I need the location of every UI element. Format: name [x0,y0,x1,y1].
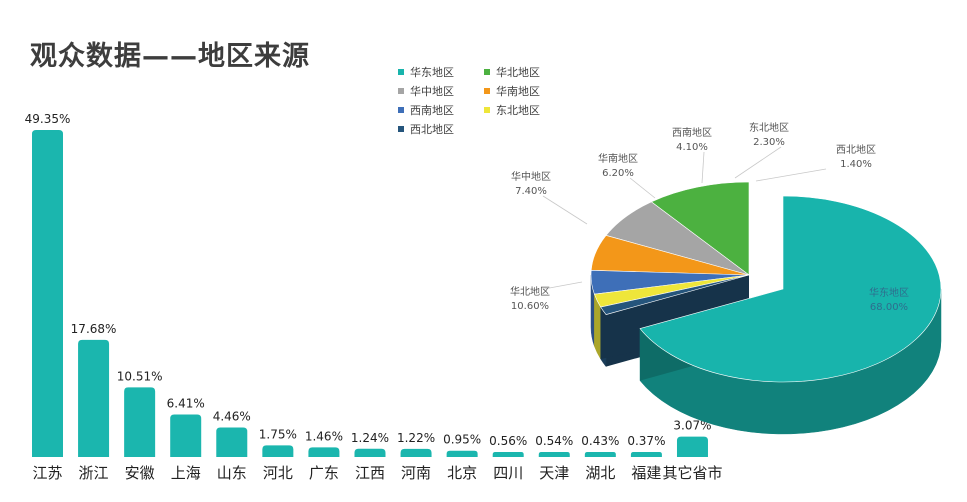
bar-value-label-11: 0.54% [535,434,573,448]
bar-category-label-2: 安徽 [125,464,155,482]
bar-14 [676,436,708,457]
pie-legend: 华东地区 华北地区华中地区 华南地区西南地区 东北地区西北地区 [398,64,568,137]
pie-label-name-5: 东北地区 [749,121,789,134]
pie-leader-line-6 [755,168,827,182]
legend-item-4: 西南地区 [398,102,484,118]
pie-labels: 华东地区 68.00% 华北地区 10.60% 华中地区 7.40% 华南地区 6.20% 西南… [510,121,909,313]
bar-category-label-11: 天津 [539,464,569,482]
bar-category-label-5: 河北 [263,464,293,482]
bar-value-label-8: 1.22% [397,431,435,445]
pie-label-name-1: 华北地区 [510,285,550,298]
bar-value-label-12: 0.43% [581,434,619,448]
bar-10 [492,452,524,457]
pie-label-value-4: 4.10% [676,142,708,153]
pie-slice-0 [639,195,942,383]
legend-swatch-1 [484,69,490,75]
bar-category-label-7: 江西 [355,464,385,482]
bar-value-label-6: 1.46% [305,429,343,443]
legend-label-2: 华中地区 [410,85,454,98]
bar-value-label-10: 0.56% [489,434,527,448]
legend-item-2: 华中地区 [398,83,484,99]
bar-6 [308,447,340,457]
legend-item-6: 西北地区 [398,121,484,137]
bar-2 [124,387,156,457]
legend-label-5: 东北地区 [496,104,540,117]
legend-label-0: 华东地区 [410,66,454,79]
pie-label-value-2: 7.40% [515,186,547,197]
bar-value-label-7: 1.24% [351,431,389,445]
pie-label-value-6: 1.40% [840,159,872,170]
legend-swatch-2 [398,88,404,94]
bar-13 [630,452,662,457]
pie-tops [590,181,942,383]
pie-label-value-0: 68.00% [870,302,908,313]
pie-leader-line-3 [629,177,656,199]
pie-label-name-6: 西北地区 [836,143,876,156]
legend-label-6: 西北地区 [410,123,454,136]
bar-value-label-5: 1.75% [259,427,297,441]
legend-label-4: 西南地区 [410,104,454,117]
bar-category-label-9: 北京 [447,464,477,482]
pie-label-name-4: 西南地区 [672,126,712,139]
bar-category-label-0: 江苏 [32,464,62,482]
legend-item-5: 东北地区 [484,102,568,118]
legend-swatch-3 [484,88,490,94]
bar-value-label-0: 49.35% [25,112,71,126]
bar-category-label-4: 山东 [217,464,247,482]
bar-value-label-14: 3.07% [673,419,711,433]
bar-12 [584,452,616,457]
legend-swatch-4 [398,107,404,113]
bar-value-label-2: 10.51% [117,369,163,383]
pie-label-value-3: 6.20% [602,168,634,179]
pie-slice-1 [650,181,750,276]
pie-leader-line-2 [542,195,588,225]
pie-leader-line-5 [734,146,782,179]
bar-value-label-13: 0.37% [627,434,665,448]
bar-value-label-9: 0.95% [443,433,481,447]
pie-label-value-1: 10.60% [511,301,549,312]
bar-category-label-10: 四川 [493,464,523,482]
bar-8 [400,448,432,457]
bar-value-label-3: 6.41% [167,397,205,411]
bar-category-label-1: 浙江 [79,464,109,482]
legend-swatch-0 [398,69,404,75]
bar-0 [32,130,63,457]
pie-label-name-3: 华南地区 [598,152,638,165]
bar-category-label-3: 上海 [171,464,201,482]
bar-category-label-14: 其它省市 [662,464,722,482]
pie-slice-6 [600,274,750,315]
bar-category-label-13: 福建 [631,464,661,482]
bar-category-label-6: 广东 [309,464,339,482]
bar-value-label-1: 17.68% [71,322,117,336]
pie-label-name-2: 华中地区 [511,170,551,183]
chart-title: 观众数据——地区来源 [30,41,310,72]
bar-5 [262,445,294,457]
bar-3 [170,414,202,457]
bar-11 [538,452,570,457]
pie-leader-line-1 [543,281,583,290]
legend-item-3: 华南地区 [484,83,568,99]
bar-value-label-4: 4.46% [213,409,251,423]
legend-swatch-6 [398,126,404,132]
bar-category-label-8: 河南 [401,464,431,482]
legend-item-1: 华北地区 [484,64,568,80]
pie-label-value-5: 2.30% [753,137,785,148]
bar-9 [446,450,478,457]
bar-1 [78,339,110,457]
legend-label-1: 华北地区 [496,66,540,79]
bar-category-label-12: 湖北 [585,464,615,482]
pie-label-name-0: 华东地区 [869,286,909,299]
bar-4 [216,427,248,457]
legend-swatch-5 [484,107,490,113]
bar-7 [354,448,386,457]
pie-leader-line-4 [701,151,705,184]
legend-label-3: 华南地区 [496,85,540,98]
legend-item-0: 华东地区 [398,64,484,80]
